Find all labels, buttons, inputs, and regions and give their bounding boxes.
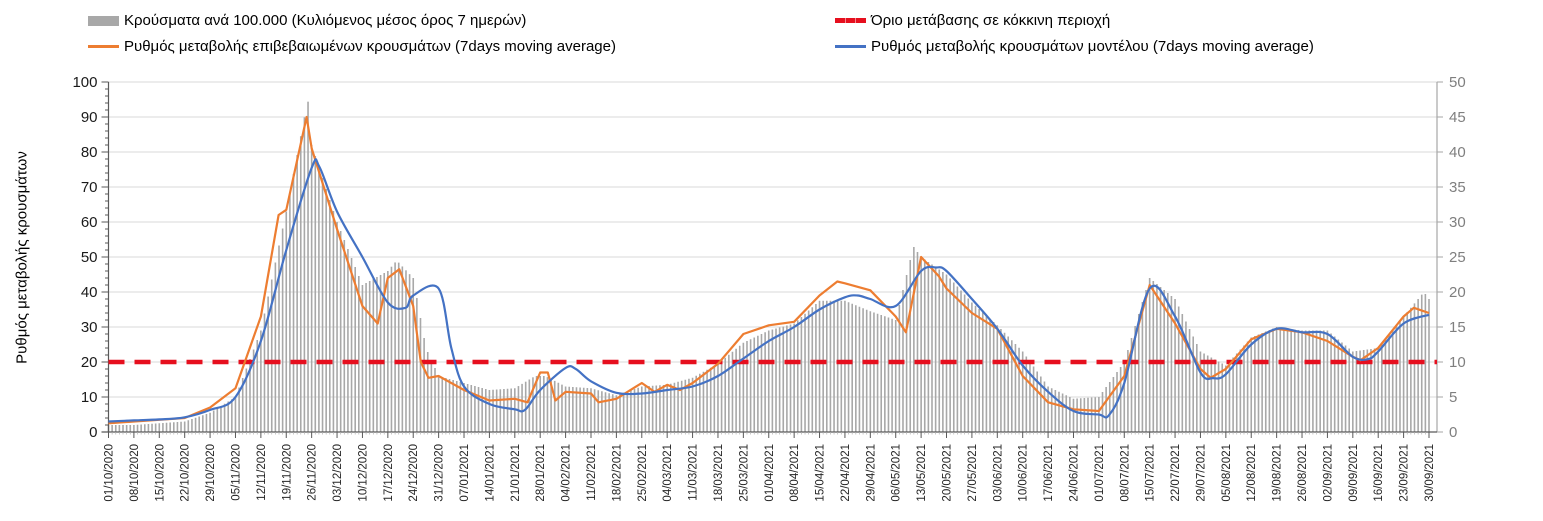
daily-cases-bars — [107, 101, 1430, 433]
svg-text:90: 90 — [81, 109, 98, 126]
svg-text:08/07/2021: 08/07/2021 — [1119, 444, 1131, 502]
svg-text:07/01/2021: 07/01/2021 — [459, 444, 471, 502]
svg-text:13/05/2021: 13/05/2021 — [916, 444, 928, 502]
legend-item-threshold: Όριο μετάβασης σε κόκκινη περιοχή — [835, 12, 1110, 29]
svg-text:15: 15 — [1449, 319, 1466, 336]
svg-text:22/10/2020: 22/10/2020 — [180, 444, 192, 502]
svg-text:50: 50 — [81, 249, 98, 266]
svg-text:01/07/2021: 01/07/2021 — [1094, 444, 1106, 502]
svg-text:12/11/2020: 12/11/2020 — [256, 444, 268, 501]
legend-item-cases-bars: Κρούσματα ανά 100.000 (Κυλιόμενος μέσος … — [88, 12, 526, 29]
svg-text:10/12/2020: 10/12/2020 — [357, 444, 369, 502]
svg-text:04/03/2021: 04/03/2021 — [662, 444, 674, 502]
legend-item-model-rate: Ρυθμός μεταβολής κρουσμάτων μοντέλου (7d… — [835, 38, 1314, 55]
svg-text:05/11/2020: 05/11/2020 — [230, 444, 242, 501]
bar-swatch-icon — [88, 15, 119, 26]
svg-text:01/04/2021: 01/04/2021 — [764, 444, 776, 502]
svg-text:25: 25 — [1449, 249, 1466, 266]
svg-text:09/09/2021: 09/09/2021 — [1348, 444, 1360, 502]
legend-label-model-rate: Ρυθμός μεταβολής κρουσμάτων μοντέλου (7d… — [871, 38, 1314, 55]
svg-text:11/02/2021: 11/02/2021 — [586, 444, 598, 501]
svg-text:04/02/2021: 04/02/2021 — [561, 444, 573, 502]
svg-text:21/01/2021: 21/01/2021 — [510, 444, 522, 502]
svg-text:10: 10 — [1449, 354, 1466, 371]
svg-text:15/07/2021: 15/07/2021 — [1145, 444, 1157, 502]
axes — [101, 81, 1443, 438]
svg-text:03/06/2021: 03/06/2021 — [992, 444, 1004, 502]
svg-text:25/03/2021: 25/03/2021 — [738, 444, 750, 502]
svg-text:23/09/2021: 23/09/2021 — [1399, 444, 1411, 502]
svg-text:05/08/2021: 05/08/2021 — [1221, 444, 1233, 502]
svg-text:16/09/2021: 16/09/2021 — [1373, 444, 1385, 502]
svg-text:20/05/2021: 20/05/2021 — [942, 444, 954, 502]
svg-text:22/04/2021: 22/04/2021 — [840, 444, 852, 502]
svg-text:17/06/2021: 17/06/2021 — [1043, 444, 1055, 502]
svg-text:08/04/2021: 08/04/2021 — [789, 444, 801, 502]
svg-text:11/03/2021: 11/03/2021 — [688, 444, 700, 501]
legend-label-threshold: Όριο μετάβασης σε κόκκινη περιοχή — [871, 12, 1111, 29]
svg-text:17/12/2020: 17/12/2020 — [383, 444, 395, 502]
svg-text:10/06/2021: 10/06/2021 — [1018, 444, 1030, 502]
legend-label-cases-bars: Κρούσματα ανά 100.000 (Κυλιόμενος μέσος … — [124, 12, 527, 29]
svg-text:0: 0 — [1449, 424, 1457, 441]
svg-text:29/07/2021: 29/07/2021 — [1195, 444, 1207, 502]
left-axis-title: Ρυθμός μεταβολής κρουσμάτων — [13, 151, 31, 364]
svg-text:5: 5 — [1449, 389, 1457, 406]
svg-text:03/12/2020: 03/12/2020 — [332, 444, 344, 502]
date-tick-labels: 01/10/2020 08/10/2020 15/10/2020 22/10/2020… — [104, 444, 1437, 502]
svg-text:28/01/2021: 28/01/2021 — [535, 444, 547, 502]
right-axis-tick-labels: 0 5 10 15 20 25 30 35 40 45 50 — [1449, 74, 1466, 441]
svg-text:31/12/2020: 31/12/2020 — [434, 444, 446, 502]
svg-text:02/09/2021: 02/09/2021 — [1322, 444, 1334, 502]
svg-text:0: 0 — [89, 424, 97, 441]
svg-text:40: 40 — [1449, 144, 1466, 161]
svg-text:35: 35 — [1449, 179, 1466, 196]
svg-text:25/02/2021: 25/02/2021 — [637, 444, 649, 502]
left-axis-tick-labels: 0 10 20 30 40 50 60 70 80 90 100 — [72, 74, 97, 441]
svg-text:19/08/2021: 19/08/2021 — [1272, 444, 1284, 502]
legend-item-confirmed-rate: Ρυθμός μεταβολής επιβεβαιωμένων κρουσμάτ… — [88, 38, 616, 55]
svg-text:50: 50 — [1449, 74, 1466, 91]
svg-text:19/11/2020: 19/11/2020 — [281, 444, 293, 501]
svg-text:30: 30 — [1449, 214, 1466, 231]
legend-label-confirmed-rate: Ρυθμός μεταβολής επιβεβαιωμένων κρουσμάτ… — [124, 38, 616, 55]
svg-text:29/04/2021: 29/04/2021 — [865, 444, 877, 502]
svg-text:20: 20 — [1449, 284, 1466, 301]
svg-text:08/10/2020: 08/10/2020 — [129, 444, 141, 502]
svg-text:30/09/2021: 30/09/2021 — [1424, 444, 1436, 502]
svg-text:30: 30 — [81, 319, 98, 336]
svg-text:29/10/2020: 29/10/2020 — [205, 444, 217, 502]
svg-text:45: 45 — [1449, 109, 1466, 126]
svg-text:70: 70 — [81, 179, 98, 196]
confirmed-rate-line — [108, 115, 1430, 425]
blue-line-swatch-icon — [835, 45, 866, 48]
svg-text:01/10/2020: 01/10/2020 — [104, 444, 116, 502]
svg-text:80: 80 — [81, 144, 98, 161]
svg-text:100: 100 — [72, 74, 97, 91]
svg-text:26/11/2020: 26/11/2020 — [307, 444, 319, 501]
svg-text:06/05/2021: 06/05/2021 — [891, 444, 903, 502]
svg-text:15/04/2021: 15/04/2021 — [815, 444, 827, 502]
svg-text:12/08/2021: 12/08/2021 — [1246, 444, 1258, 502]
red-dash-swatch-icon — [835, 18, 866, 23]
svg-text:14/01/2021: 14/01/2021 — [484, 444, 496, 502]
model-rate-line — [108, 158, 1430, 423]
svg-text:60: 60 — [81, 214, 98, 231]
svg-text:27/05/2021: 27/05/2021 — [967, 444, 979, 502]
svg-text:18/03/2021: 18/03/2021 — [713, 444, 725, 502]
svg-text:20: 20 — [81, 354, 98, 371]
svg-text:24/06/2021: 24/06/2021 — [1068, 444, 1080, 502]
svg-text:40: 40 — [81, 284, 98, 301]
svg-text:26/08/2021: 26/08/2021 — [1297, 444, 1309, 502]
svg-text:24/12/2020: 24/12/2020 — [408, 444, 420, 502]
svg-text:10: 10 — [81, 389, 98, 406]
svg-text:15/10/2020: 15/10/2020 — [154, 444, 166, 502]
svg-text:18/02/2021: 18/02/2021 — [611, 444, 623, 502]
svg-text:22/07/2021: 22/07/2021 — [1170, 444, 1182, 502]
orange-line-swatch-icon — [88, 45, 119, 48]
